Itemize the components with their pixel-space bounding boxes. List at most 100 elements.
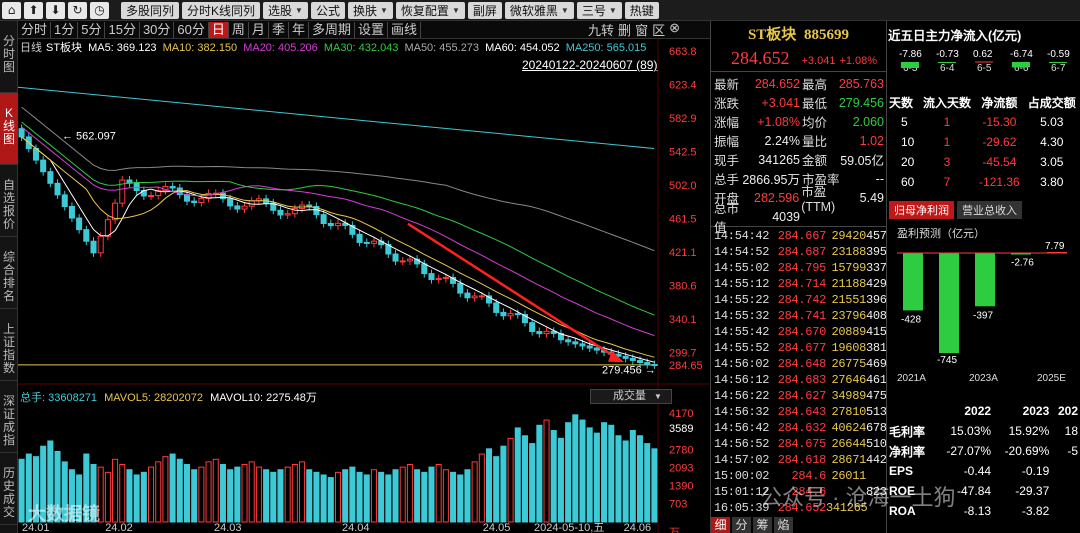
mavol10-label: MAVOL10: 2275.48万 (210, 392, 317, 404)
toolbar-button-2[interactable]: 选股 ▼ (263, 1, 308, 19)
toolbar-button-4[interactable]: 换肤 ▼ (347, 1, 393, 19)
period-tab-9[interactable]: 季 (269, 21, 289, 38)
period-tab-1[interactable]: 1分 (51, 21, 79, 38)
watermark-wechat: 公众号 · 沧海一土狗 (760, 485, 956, 510)
home-icon[interactable]: ⌂ (2, 1, 21, 19)
candle (47, 167, 54, 188)
volume-bar (32, 456, 39, 523)
profit-bar (975, 253, 995, 307)
period-tab-13[interactable]: 画线 (388, 21, 422, 38)
ma-value: MA5: 369.123 (88, 42, 157, 54)
toolbar-button-1[interactable]: 分时K线同列 (182, 1, 261, 19)
tick-volume: 21188 (831, 277, 866, 291)
flow-bar-chart: -7.86 6-3 -0.73 6-4 0.62 6-5 -6.74 6-6 -0.59 6-7 (899, 49, 1070, 74)
tick-time: 14:57:02 (714, 453, 770, 467)
left-tab-4[interactable]: 上证指数 (0, 309, 18, 381)
volume-bar (119, 464, 126, 523)
toolbar-button-3[interactable]: 公式 (310, 1, 345, 19)
toolbar-button-label: 公式 (315, 3, 340, 18)
candle (112, 199, 119, 224)
period-tab-2[interactable]: 5分 (78, 21, 106, 38)
left-tab-0[interactable]: 分时图 (0, 21, 18, 93)
flow-table-row: 5 1 -15.30 5.03 (887, 112, 1080, 132)
chart-tool-0[interactable]: 九转 (588, 23, 615, 38)
volume-bar (608, 424, 615, 523)
chart-tool-4[interactable]: ⊗ (669, 20, 680, 35)
chart-tools: 九转删窗区 ⊗ (588, 20, 680, 39)
left-tab-2[interactable]: 自选报价 (0, 165, 18, 237)
period-tab-5[interactable]: 60分 (174, 21, 209, 38)
period-tab-4[interactable]: 30分 (140, 21, 175, 38)
left-tab-3[interactable]: 综合排名 (0, 237, 18, 309)
tick-time: 14:55:22 (714, 293, 770, 307)
chart-tool-2[interactable]: 窗 (635, 23, 649, 38)
refresh-icon[interactable]: ↻ (68, 1, 87, 19)
tick-volume: 341265 (826, 501, 868, 515)
left-tab-1[interactable]: K线图 (0, 93, 18, 165)
kline-chart-area[interactable]: 663.8 623.4 582.9 542.5 502.0 461.5 421.1 380.6… (18, 39, 710, 533)
tick-count: 408 (866, 309, 887, 323)
tick-price: 284.648 (777, 357, 827, 371)
volume-indicator-select[interactable]: 成交量 ▼ (590, 389, 672, 404)
up-arrow-icon[interactable]: ⬆ (24, 1, 43, 19)
quote-value: 341265 (758, 152, 800, 167)
left-tab-5[interactable]: 深证成指 (0, 381, 18, 453)
volume-bar (18, 458, 25, 523)
quote-label: 最低 (802, 97, 828, 111)
kline-chart-svg[interactable]: 663.8 623.4 582.9 542.5 502.0 461.5 421.1 380.6… (18, 39, 710, 533)
volume-bar (97, 466, 104, 523)
quote-tab-1[interactable]: 分 (732, 517, 751, 533)
period-tab-8[interactable]: 月 (249, 21, 269, 38)
toolbar-button-label: 换肤 (352, 3, 377, 18)
flow-value-label: -0.73 (936, 49, 959, 60)
tick-time: 14:56:42 (714, 421, 770, 435)
tick-row: 14:55:12 284.714 21188 429 (714, 276, 887, 292)
period-tab-12[interactable]: 设置 (355, 21, 388, 38)
tick-volume: 15799 (831, 261, 866, 275)
flow-cell: 4.30 (1040, 135, 1064, 149)
profit-bar (939, 253, 959, 353)
flow-title: 近五日主力净流入(亿元) (888, 29, 1022, 43)
clock-icon[interactable]: ◷ (90, 1, 109, 19)
profit-subtitle: 盈利预测（亿元） (897, 228, 985, 240)
left-tab-6[interactable]: 历史成交 (0, 453, 18, 525)
candle (521, 310, 528, 327)
profit-value-label: -397 (973, 310, 993, 321)
period-tab-3[interactable]: 15分 (105, 21, 140, 38)
quote-tab-3[interactable]: 焰 (774, 517, 793, 533)
tab-net-profit[interactable]: 归母净利润 (889, 201, 954, 219)
volume-bar (176, 458, 183, 523)
tick-price: 284.670 (777, 325, 827, 339)
tick-time: 14:55:02 (714, 261, 770, 275)
period-tab-0[interactable]: 分时 (18, 21, 52, 38)
toolbar-button-0[interactable]: 多股同列 (121, 1, 180, 19)
tab-revenue[interactable]: 营业总收入 (957, 201, 1022, 219)
period-tab-11[interactable]: 多周期 (309, 21, 355, 38)
period-tab-10[interactable]: 年 (289, 21, 309, 38)
fin-cell: -3.82 (1021, 504, 1050, 518)
down-arrow-icon[interactable]: ⬇ (46, 1, 65, 19)
volume-bar (543, 419, 550, 523)
candle (54, 179, 61, 199)
toolbar-button-label: 恢复配置 (400, 3, 449, 18)
quote-label: 开盘 (714, 192, 740, 206)
period-tab-6[interactable]: 日 (208, 21, 229, 38)
toolbar-button-7[interactable]: 微软雅黑 ▼ (504, 1, 574, 19)
tick-count: 513 (866, 405, 887, 419)
tick-volume: 26775 (831, 357, 866, 371)
candle (205, 189, 212, 203)
chart-tool-3[interactable]: 区 (652, 23, 666, 38)
toolbar-button-6[interactable]: 副屏 (467, 1, 502, 19)
quote-tab-2[interactable]: 筹 (753, 517, 772, 533)
toolbar-button-8[interactable]: 三号 ▼ (576, 1, 622, 19)
toolbar-button-5[interactable]: 恢复配置 ▼ (395, 1, 465, 19)
tick-price: 284.632 (777, 421, 827, 435)
toolbar-button-9[interactable]: 热键 (624, 1, 659, 19)
period-tab-7[interactable]: 周 (229, 21, 249, 38)
quote-tab-0[interactable]: 细 (711, 517, 730, 533)
volume-axis-label: 703 (669, 499, 687, 511)
date-axis-label: 24.06 (624, 522, 652, 533)
profit-year-label: 2023A (969, 373, 998, 384)
tick-list[interactable]: 14:54:42 284.667 29420 457 14:54:52 284.687 23… (711, 226, 887, 516)
chart-tool-1[interactable]: 删 (618, 23, 632, 38)
